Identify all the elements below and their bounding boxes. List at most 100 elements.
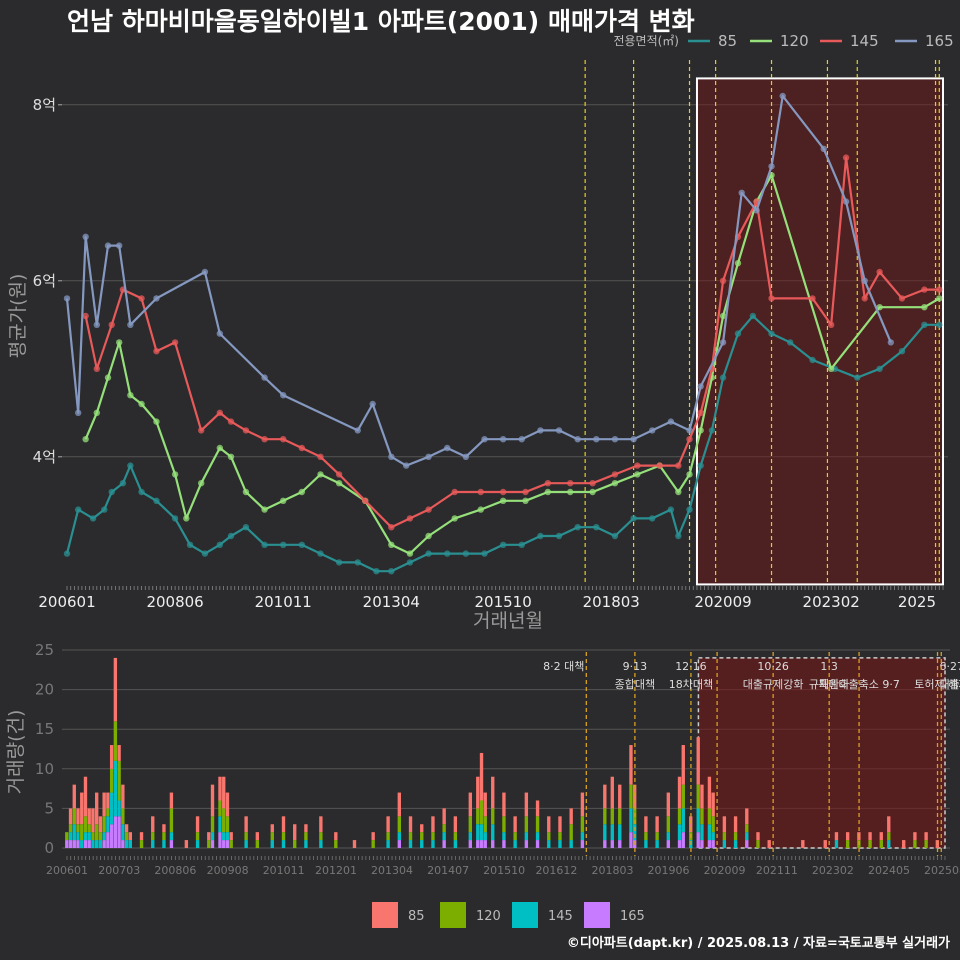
volume-bar-165 — [109, 824, 114, 848]
data-point-145 — [876, 268, 883, 276]
data-point-120 — [567, 488, 574, 496]
data-point-85 — [89, 515, 97, 522]
data-point-165 — [555, 427, 563, 434]
data-point-165 — [261, 374, 268, 381]
data-point-85 — [936, 321, 943, 328]
volume-bar-120 — [644, 832, 648, 841]
volume-bar-85 — [408, 816, 413, 833]
data-point-120 — [634, 471, 641, 478]
volume-bar-120 — [513, 832, 517, 841]
top-legend: 85 120 145 165 — [688, 32, 954, 50]
volume-bar-85 — [117, 745, 121, 761]
policy-label: 대출규제강화 — [743, 678, 804, 691]
volume-bar-85 — [210, 784, 215, 817]
volume-bar-85 — [139, 832, 144, 841]
volume-bar-145 — [502, 832, 506, 841]
volume-bar-85 — [689, 816, 693, 833]
volume-bar-120 — [491, 808, 495, 825]
volume-bar-120 — [139, 840, 144, 848]
policy-label: 10·26 — [757, 660, 789, 673]
volume-bar-120 — [68, 824, 73, 833]
volume-bar-145 — [218, 816, 222, 833]
volume-bar-145 — [524, 832, 529, 841]
data-point-85 — [734, 330, 742, 337]
data-point-120 — [734, 260, 742, 267]
data-point-145 — [153, 348, 160, 355]
data-point-85 — [127, 462, 134, 469]
volume-bar-85 — [879, 832, 883, 841]
volume-bar-145 — [483, 832, 487, 841]
volume-bar-165 — [535, 840, 540, 848]
data-point-120 — [522, 497, 529, 504]
volume-bar-120 — [397, 816, 402, 833]
data-point-85 — [317, 550, 324, 557]
data-point-145 — [335, 471, 343, 478]
volume-bar-120 — [879, 840, 883, 848]
volume-bar-120 — [580, 816, 585, 833]
volume-bar-145 — [281, 840, 286, 848]
bottom-legend: 85 120 145 165 — [372, 902, 645, 928]
data-point-85 — [444, 550, 451, 557]
volume-bar-145 — [244, 840, 248, 848]
volume-bar-145 — [442, 832, 446, 841]
volume-y-tick-label: 10 — [35, 760, 54, 778]
data-point-120 — [477, 506, 484, 513]
volume-y-tick-label: 25 — [35, 641, 54, 659]
volume-bar-145 — [629, 808, 633, 833]
volume-bar-165 — [113, 816, 118, 848]
data-point-145 — [477, 488, 484, 496]
volume-bar-165 — [707, 840, 712, 848]
volume-bar-85 — [580, 792, 585, 817]
volume-bar-120 — [476, 808, 480, 825]
data-point-120 — [388, 541, 395, 548]
volume-bar-145 — [270, 840, 274, 848]
volume-bar-165 — [666, 840, 671, 848]
data-point-165 — [667, 418, 675, 425]
volume-bar-165 — [225, 840, 230, 848]
volume-x-tick-label: 202302 — [812, 864, 854, 877]
data-point-165 — [738, 189, 745, 196]
volume-bar-120 — [102, 816, 106, 833]
volume-bar-145 — [117, 800, 121, 817]
volume-bar-85 — [80, 792, 84, 825]
volume-bar-120 — [707, 808, 712, 825]
bar-legend-label-120: 120 — [476, 909, 501, 924]
volume-bar-120 — [222, 808, 226, 833]
data-point-85 — [649, 515, 656, 522]
volume-bar-165 — [102, 840, 106, 848]
data-point-85 — [354, 559, 361, 566]
volume-bar-145 — [535, 832, 540, 841]
volume-bar-145 — [76, 832, 80, 841]
price-x-tick-label: 201510 — [475, 593, 532, 611]
volume-bar-120 — [83, 816, 88, 833]
volume-bar-145 — [109, 792, 114, 825]
policy-label: 토허제 해지 — [914, 677, 960, 691]
volume-bar-85 — [87, 808, 91, 825]
volume-bar-145 — [707, 824, 712, 841]
volume-bar-120 — [733, 832, 738, 841]
price-x-tick-label: 202302 — [803, 593, 860, 611]
data-point-120 — [104, 374, 112, 381]
volume-bar-145 — [491, 824, 495, 841]
volume-bar-145 — [479, 824, 484, 841]
data-point-85 — [876, 365, 883, 372]
legend-label-85: 85 — [718, 32, 737, 50]
volume-bar-145 — [210, 832, 215, 841]
volume-x-tick-label: 201407 — [427, 864, 469, 877]
volume-bar-165 — [106, 832, 110, 848]
volume-bar-120 — [270, 832, 274, 841]
volume-bar-120 — [502, 816, 506, 833]
data-point-120 — [171, 471, 179, 478]
volume-bar-120 — [442, 824, 446, 833]
volume-bar-165 — [483, 840, 487, 848]
data-point-85 — [388, 568, 395, 575]
data-point-120 — [451, 515, 458, 522]
volume-bar-145 — [610, 824, 614, 841]
volume-bar-85 — [334, 832, 338, 841]
volume-bar-145 — [666, 832, 671, 841]
data-point-85 — [921, 321, 928, 328]
volume-bar-120 — [121, 808, 125, 825]
policy-label: 8·2 대책 — [543, 660, 584, 673]
volume-bar-85 — [195, 816, 200, 833]
volume-bar-120 — [334, 840, 338, 848]
